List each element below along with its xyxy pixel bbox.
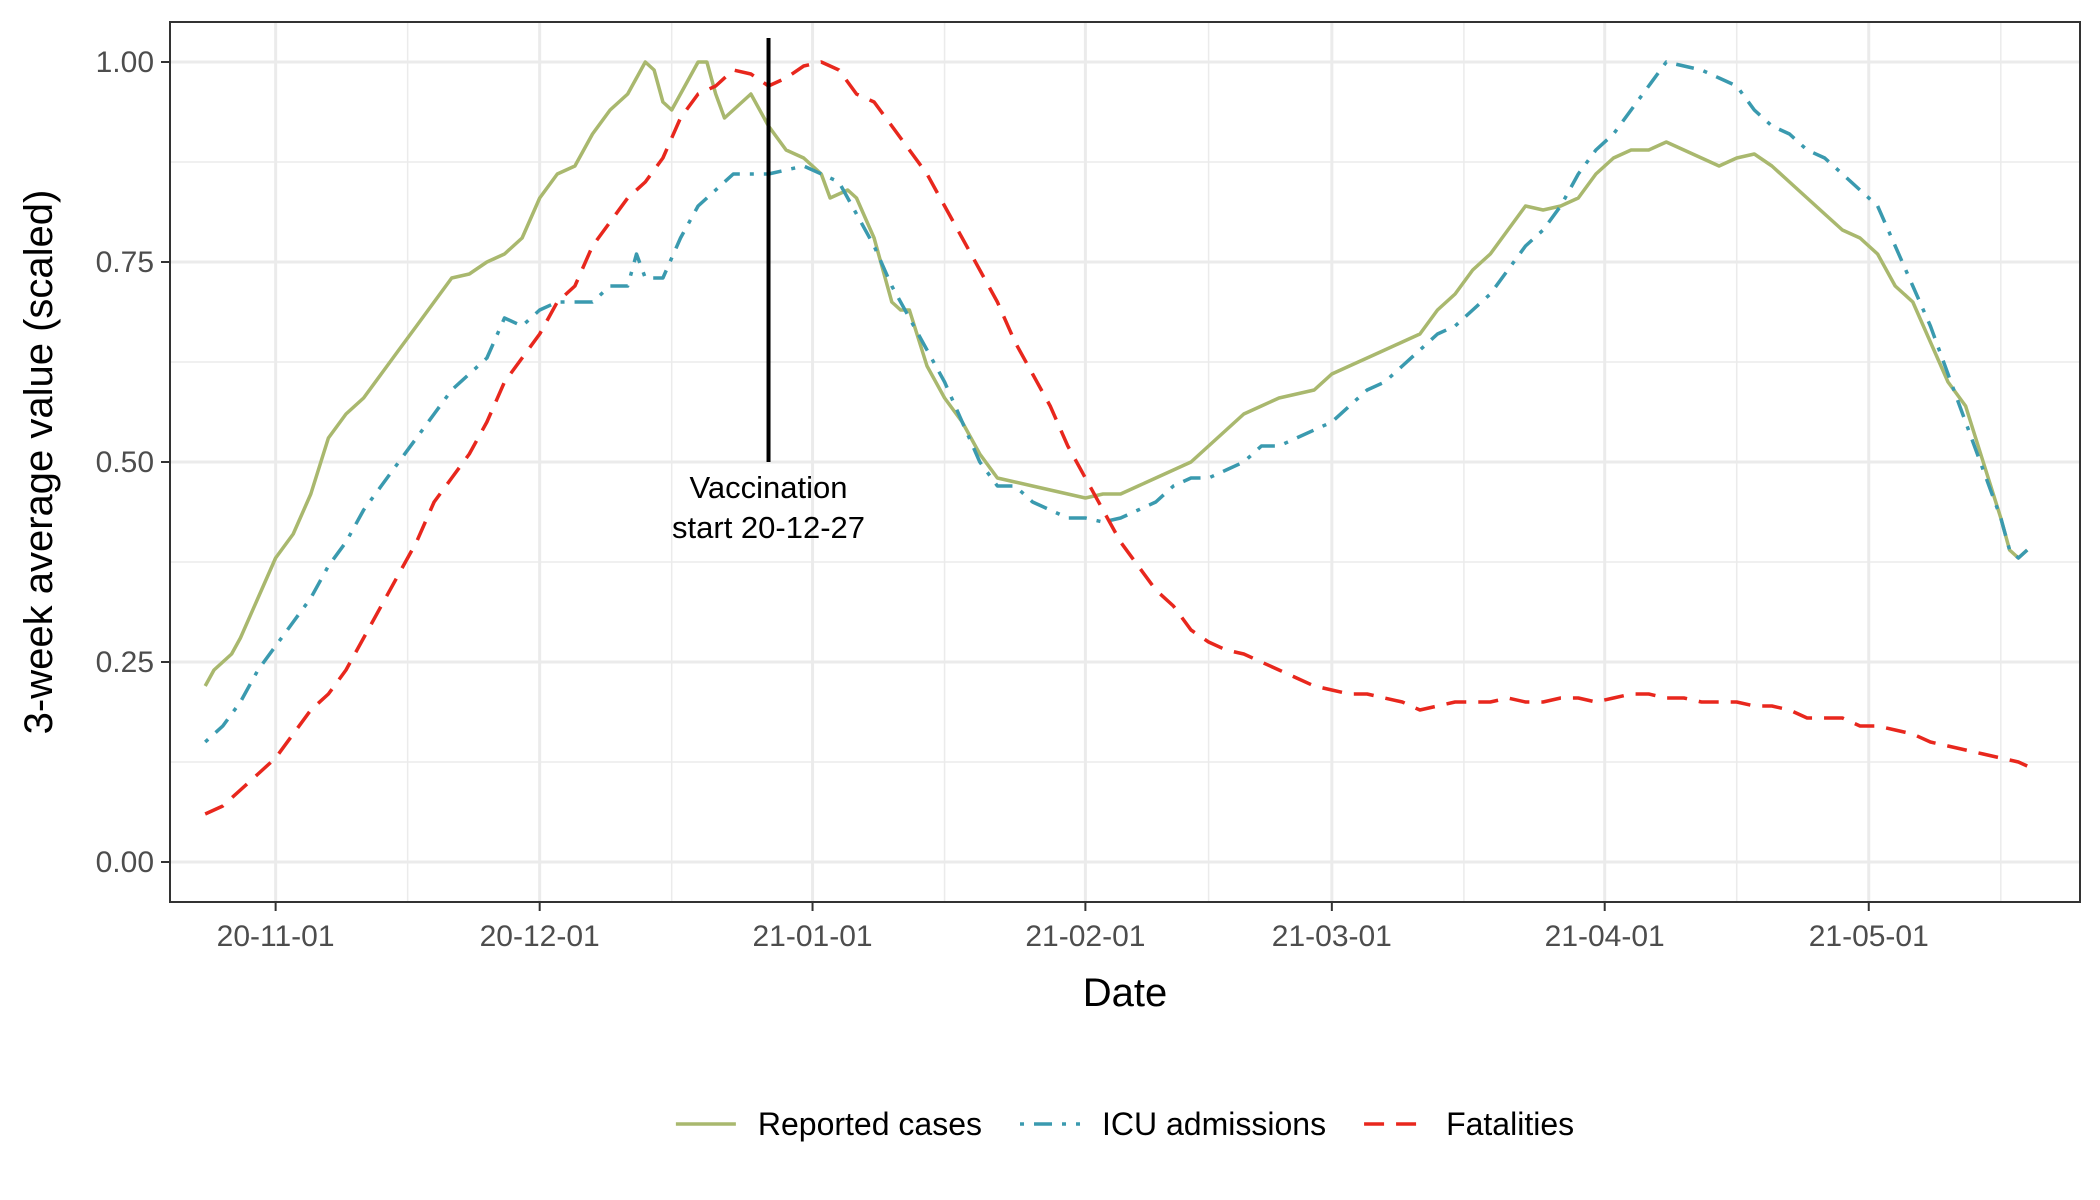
vaccination-label-line-2: start 20-12-27 xyxy=(672,510,865,545)
y-axis: 0.00 0.25 0.50 0.75 1.00 xyxy=(96,46,170,879)
y-tick-label: 0.25 xyxy=(96,646,154,679)
legend-item-fatalities: Fatalities xyxy=(1364,1106,1574,1142)
vaccination-label-line-1: Vaccination xyxy=(690,470,848,505)
y-tick-label: 0.75 xyxy=(96,246,154,279)
series-line-reported-cases xyxy=(203,60,2029,687)
legend-label: ICU admissions xyxy=(1102,1106,1326,1142)
legend: Reported cases ICU admissions Fatalities xyxy=(675,1106,1574,1142)
x-tick-label: 21-01-01 xyxy=(752,920,872,953)
series-line-fatalities xyxy=(204,60,2028,816)
legend-label: Reported cases xyxy=(758,1106,982,1142)
x-tick-label: 20-11-01 xyxy=(217,920,335,953)
x-tick-label: 21-02-01 xyxy=(1025,920,1145,953)
series-lines xyxy=(203,60,2029,816)
y-tick-label: 0.00 xyxy=(96,846,154,879)
x-tick-label: 20-12-01 xyxy=(480,920,600,953)
y-tick-label: 0.50 xyxy=(96,446,154,479)
legend-item-reported-cases: Reported cases xyxy=(675,1106,982,1142)
x-axis-title: Date xyxy=(1083,971,1168,1015)
x-tick-label: 21-03-01 xyxy=(1272,920,1392,953)
x-axis: 20-11-01 20-12-01 21-01-01 21-02-01 21-03-01… xyxy=(217,902,1929,953)
legend-label: Fatalities xyxy=(1446,1106,1574,1142)
legend-item-icu-admissions: ICU admissions xyxy=(1020,1106,1326,1142)
x-tick-label: 21-04-01 xyxy=(1545,920,1665,953)
vaccination-annotation: Vaccination start 20-12-27 xyxy=(672,38,865,545)
y-axis-title: 3-week average value (scaled) xyxy=(17,190,61,735)
series-line-icu-admissions xyxy=(204,60,2029,744)
x-tick-label: 21-05-01 xyxy=(1809,920,1929,953)
y-tick-label: 1.00 xyxy=(96,46,154,79)
